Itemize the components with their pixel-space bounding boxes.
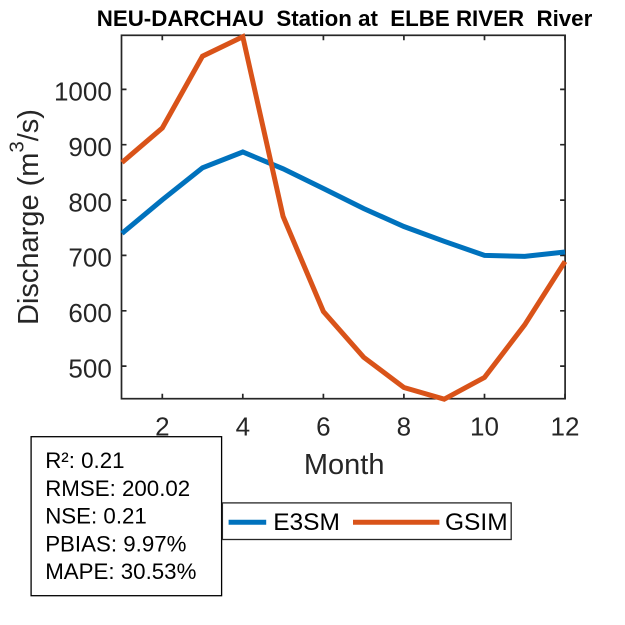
svg-text:E3SM: E3SM bbox=[273, 509, 340, 536]
svg-text:PBIAS: 9.97%: PBIAS: 9.97% bbox=[45, 531, 186, 556]
svg-text:900: 900 bbox=[68, 132, 111, 162]
svg-text:800: 800 bbox=[68, 187, 111, 217]
svg-text:8: 8 bbox=[397, 411, 411, 441]
svg-text:RMSE: 200.02: RMSE: 200.02 bbox=[45, 476, 190, 501]
svg-text:700: 700 bbox=[68, 243, 111, 273]
svg-text:1000: 1000 bbox=[54, 77, 112, 107]
svg-text:Discharge (m3/s): Discharge (m3/s) bbox=[6, 109, 45, 325]
svg-text:12: 12 bbox=[551, 411, 580, 441]
svg-text:600: 600 bbox=[68, 298, 111, 328]
svg-text:GSIM: GSIM bbox=[445, 509, 508, 536]
svg-text:2: 2 bbox=[155, 411, 169, 441]
svg-text:R²: 0.21: R²: 0.21 bbox=[45, 448, 124, 473]
svg-text:NEU-DARCHAU Station at ELBE: NEU-DARCHAU Station at ELBE RIVER River bbox=[97, 6, 593, 31]
svg-text:6: 6 bbox=[316, 411, 330, 441]
svg-text:NSE: 0.21: NSE: 0.21 bbox=[45, 504, 147, 529]
svg-text:4: 4 bbox=[236, 411, 250, 441]
svg-text:Month: Month bbox=[304, 449, 385, 481]
svg-text:10: 10 bbox=[470, 411, 499, 441]
svg-text:MAPE: 30.53%: MAPE: 30.53% bbox=[45, 559, 196, 584]
svg-text:500: 500 bbox=[68, 353, 111, 383]
